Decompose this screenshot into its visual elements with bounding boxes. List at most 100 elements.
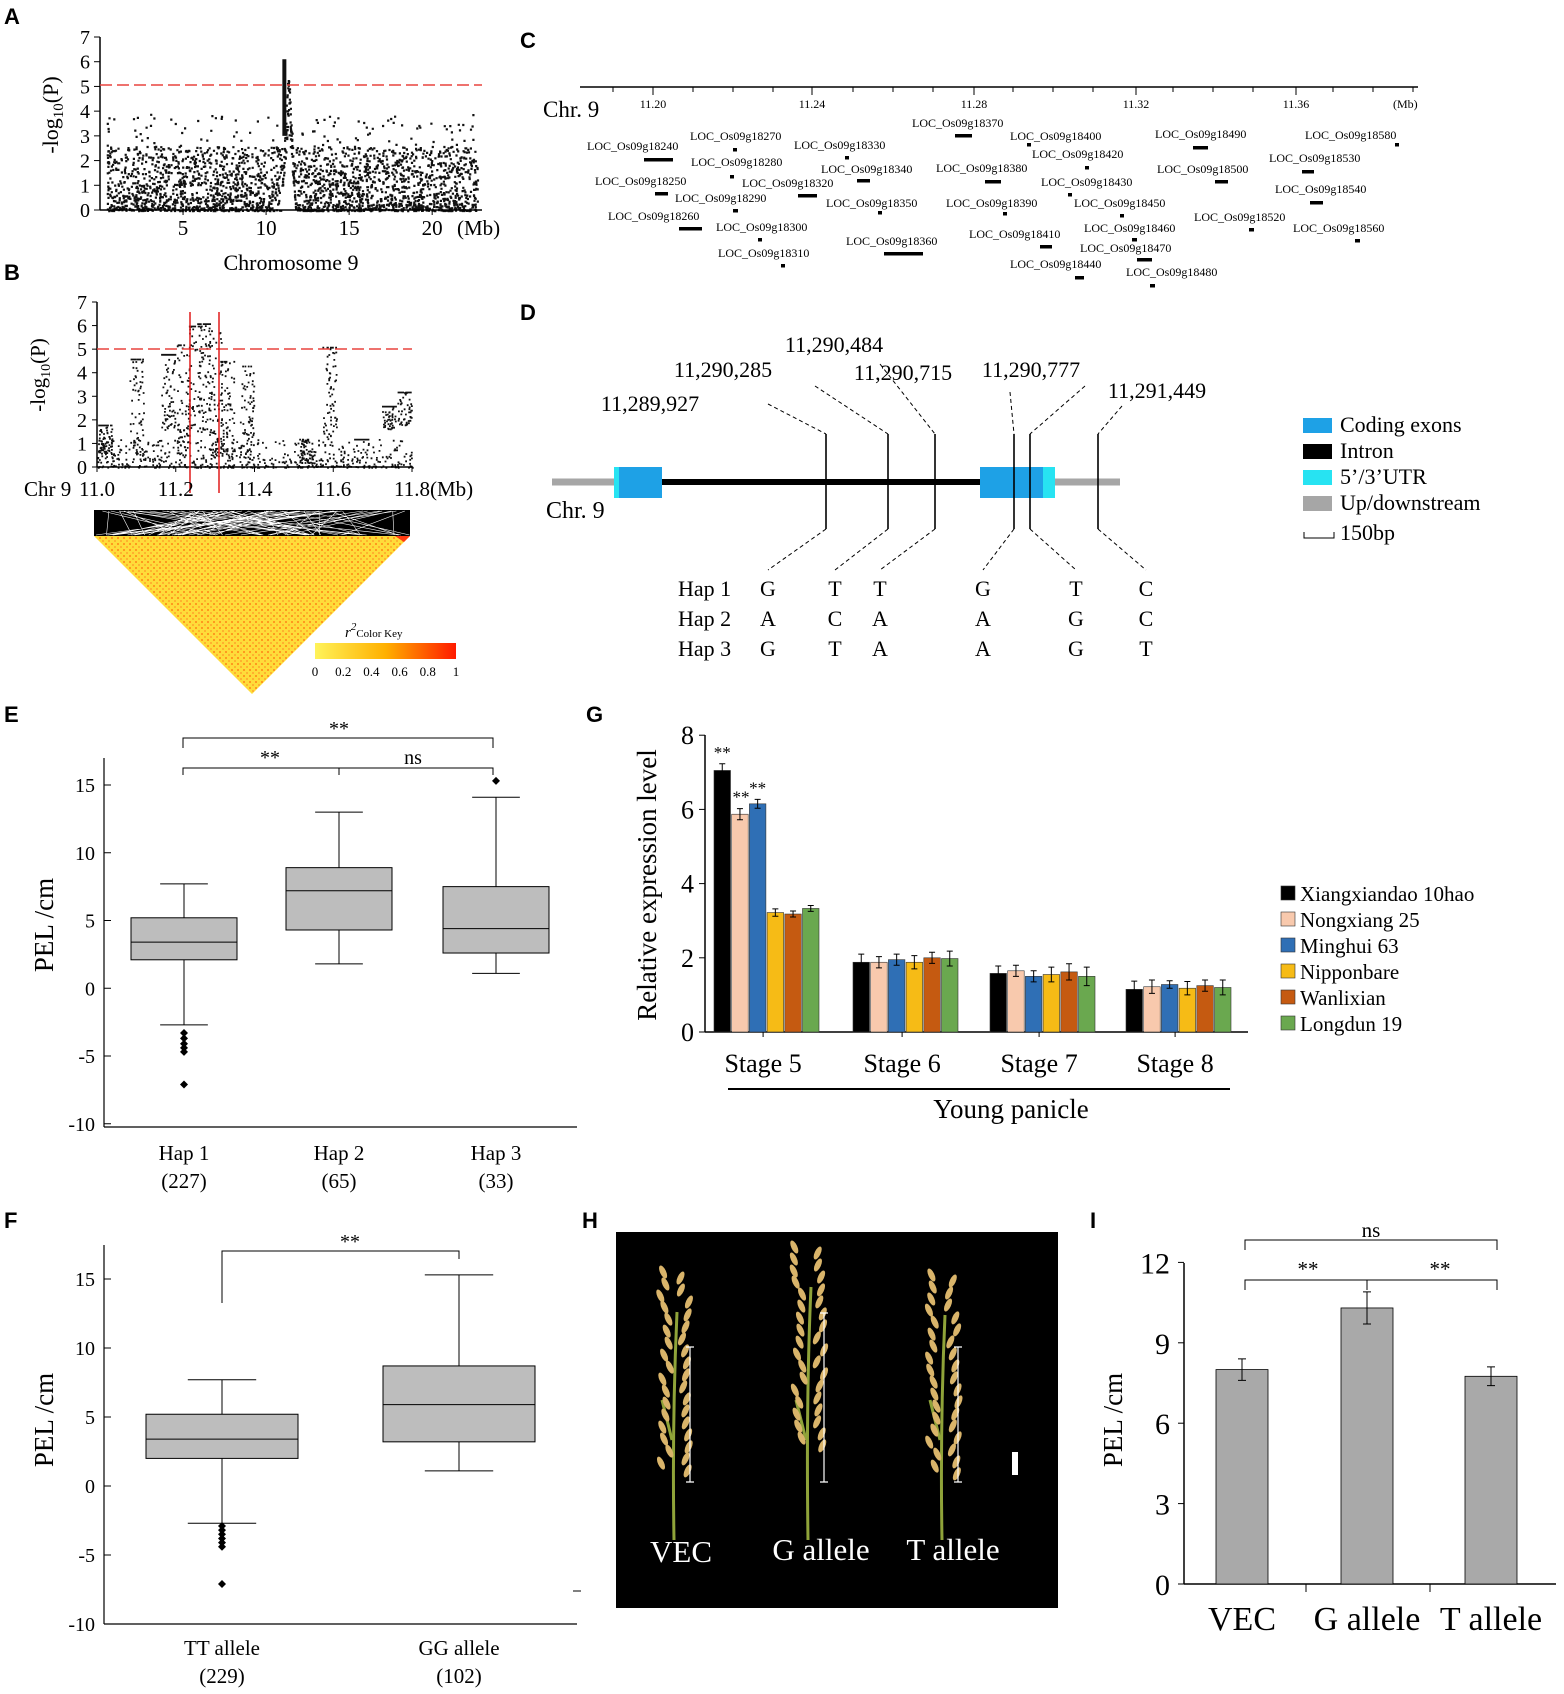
panel-c-gene-label: LOC_Os09g18560 [1293, 221, 1384, 235]
panel-h-grain [660, 1300, 669, 1314]
panel-c-ticks: 11.20 11.24 11.28 11.32 11.36 [612, 87, 1414, 111]
panel-g-error-bar [929, 951, 936, 964]
panel-g-ylabel: Relative expression level [632, 749, 662, 1020]
panel-d-utr5 [614, 467, 619, 498]
panel-d-scale-label: 150bp [1340, 520, 1395, 545]
panel-b-points [97, 323, 414, 469]
panel-h-grain [930, 1423, 939, 1437]
panel-e-y-tick-label: -5 [78, 1046, 95, 1068]
panel-c-gene-label: LOC_Os09g18290 [675, 191, 766, 205]
panel-a-points [106, 59, 480, 213]
panel-c-gene-mark [1040, 245, 1052, 249]
panel-b-ld-links [95, 510, 410, 536]
panel-h-grain [798, 1359, 807, 1373]
panel-b-y-tick-label: 6 [77, 316, 87, 338]
panel-d-allele: C [828, 606, 843, 631]
panel-b-y-tick-label: 1 [77, 433, 87, 455]
panel-g-bar [1161, 984, 1179, 1033]
panel-g-legend-swatch [1280, 1015, 1296, 1031]
panel-c-unit: (Mb) [1393, 97, 1418, 111]
panel-h-grain [791, 1275, 800, 1289]
panel-g-error-bar [736, 808, 743, 821]
panel-h-grain [819, 1319, 828, 1333]
panel-d-exon2 [980, 467, 1043, 498]
panel-c-gene-label: LOC_Os09g18440 [1010, 257, 1101, 271]
panel-h-grain [945, 1286, 954, 1300]
panel-h-label: T allele [906, 1532, 999, 1567]
panel-c-gene-label: LOC_Os09g18330 [794, 138, 885, 152]
panel-e-group-label: Hap 2 [314, 1141, 365, 1165]
panel-c-tick-label: 11.28 [961, 97, 988, 111]
panel-f-group-n: (229) [199, 1664, 245, 1688]
panel-g-bar [1196, 985, 1214, 1033]
panel-i-category-label: T allele [1440, 1601, 1542, 1638]
panel-h-grain [815, 1295, 824, 1309]
panel-c-gene-mark [1395, 143, 1399, 147]
panel-h-scale-bar [1012, 1452, 1018, 1475]
panel-a-y-tick-label: 7 [80, 27, 90, 49]
panel-c-gene-mark [1137, 258, 1152, 262]
panel-d-legend-swatch [1303, 444, 1332, 459]
panel-g-bar [888, 959, 906, 1033]
panel-h-labels: VEC G allele T allele [650, 1532, 1000, 1569]
panel-c-tick-label: 11.32 [1123, 97, 1150, 111]
panel-d-legend-label: Up/downstream [1340, 490, 1481, 515]
panel-h-grain [813, 1415, 822, 1429]
panel-d-leader-top [879, 363, 936, 435]
panel-a-xunit: (Mb) [457, 216, 500, 240]
panel-c-gene-mark [733, 148, 737, 152]
panel-d-leader-bottom [1097, 528, 1147, 571]
panel-c-gene-label: LOC_Os09g18450 [1074, 196, 1165, 210]
panel-c-gene-label: LOC_Os09g18360 [846, 234, 937, 248]
panel-g-error-bar [772, 908, 779, 917]
panel-c-gene-label: LOC_Os09g18350 [826, 196, 917, 210]
panel-h-grain [927, 1292, 936, 1306]
panel-i-category-label: G allele [1314, 1601, 1421, 1638]
panel-g-error-bar [1148, 979, 1155, 994]
panel-d-allele: A [975, 606, 991, 631]
panel-c-gene-label: LOC_Os09g18370 [912, 116, 1003, 130]
panel-b-ld-key-tick-label: 0.2 [335, 664, 351, 679]
panel-h-length-marker [686, 1346, 694, 1483]
panel-h-grain [815, 1379, 824, 1393]
panel-c-gene-mark [985, 180, 1001, 184]
panel-f-y-ticks: 15 10 5 0 -5 -10 [68, 1269, 111, 1636]
panel-h-grain [656, 1289, 665, 1303]
panel-c-gene-mark [1310, 201, 1323, 205]
panel-a-y-tick-label: 5 [80, 76, 90, 98]
panel-d-gene-structure: Chr. 9 11,289,92711,290,28511,290,48411,… [546, 332, 1481, 661]
panel-f-box [382, 1365, 536, 1443]
panel-h-grain [794, 1419, 803, 1433]
panel-i-y-tick-label: 12 [1140, 1247, 1170, 1280]
panel-g-legend-swatch [1280, 963, 1296, 979]
panel-h-grain [660, 1432, 669, 1446]
panel-c-gene-label: LOC_Os09g18520 [1194, 210, 1285, 224]
panel-b-x-tick-label: 11.6 [315, 477, 351, 501]
panel-e-group-n: (65) [322, 1169, 357, 1193]
panel-e-group-n: (33) [479, 1169, 514, 1193]
panel-h-grain [790, 1383, 799, 1397]
panel-d-allele: G [1068, 636, 1084, 661]
panel-f-box [145, 1413, 299, 1459]
panel-a-peak [282, 59, 287, 136]
panel-h-grain [796, 1323, 805, 1337]
panel-d-leader-top [1009, 391, 1015, 435]
panel-c-tick-label: 11.20 [640, 97, 667, 111]
panel-e-box [442, 886, 550, 954]
panel-c-gene-mark [679, 227, 702, 231]
panel-h-stem [805, 1286, 813, 1541]
panel-h-grain [948, 1419, 957, 1433]
panel-h-grain [933, 1447, 942, 1461]
panel-h-grain [682, 1356, 691, 1370]
panel-e-ylabel: PEL /cm [29, 878, 59, 972]
panel-g-bars: **** ** [713, 743, 1232, 1033]
panel-a-y-tick-label: 0 [80, 200, 90, 222]
panel-h-grain [798, 1287, 807, 1301]
panel-d-allele: T [828, 636, 842, 661]
panel-g-bar [1060, 971, 1078, 1033]
panel-g-error-bar [1219, 979, 1226, 996]
panel-g-error-bar [1184, 981, 1191, 996]
panel-e-boxplot: 15 10 5 0 -5 -10 Hap 1 (227) Hap 2 (65) Hap 3 (33)… [29, 718, 577, 1193]
